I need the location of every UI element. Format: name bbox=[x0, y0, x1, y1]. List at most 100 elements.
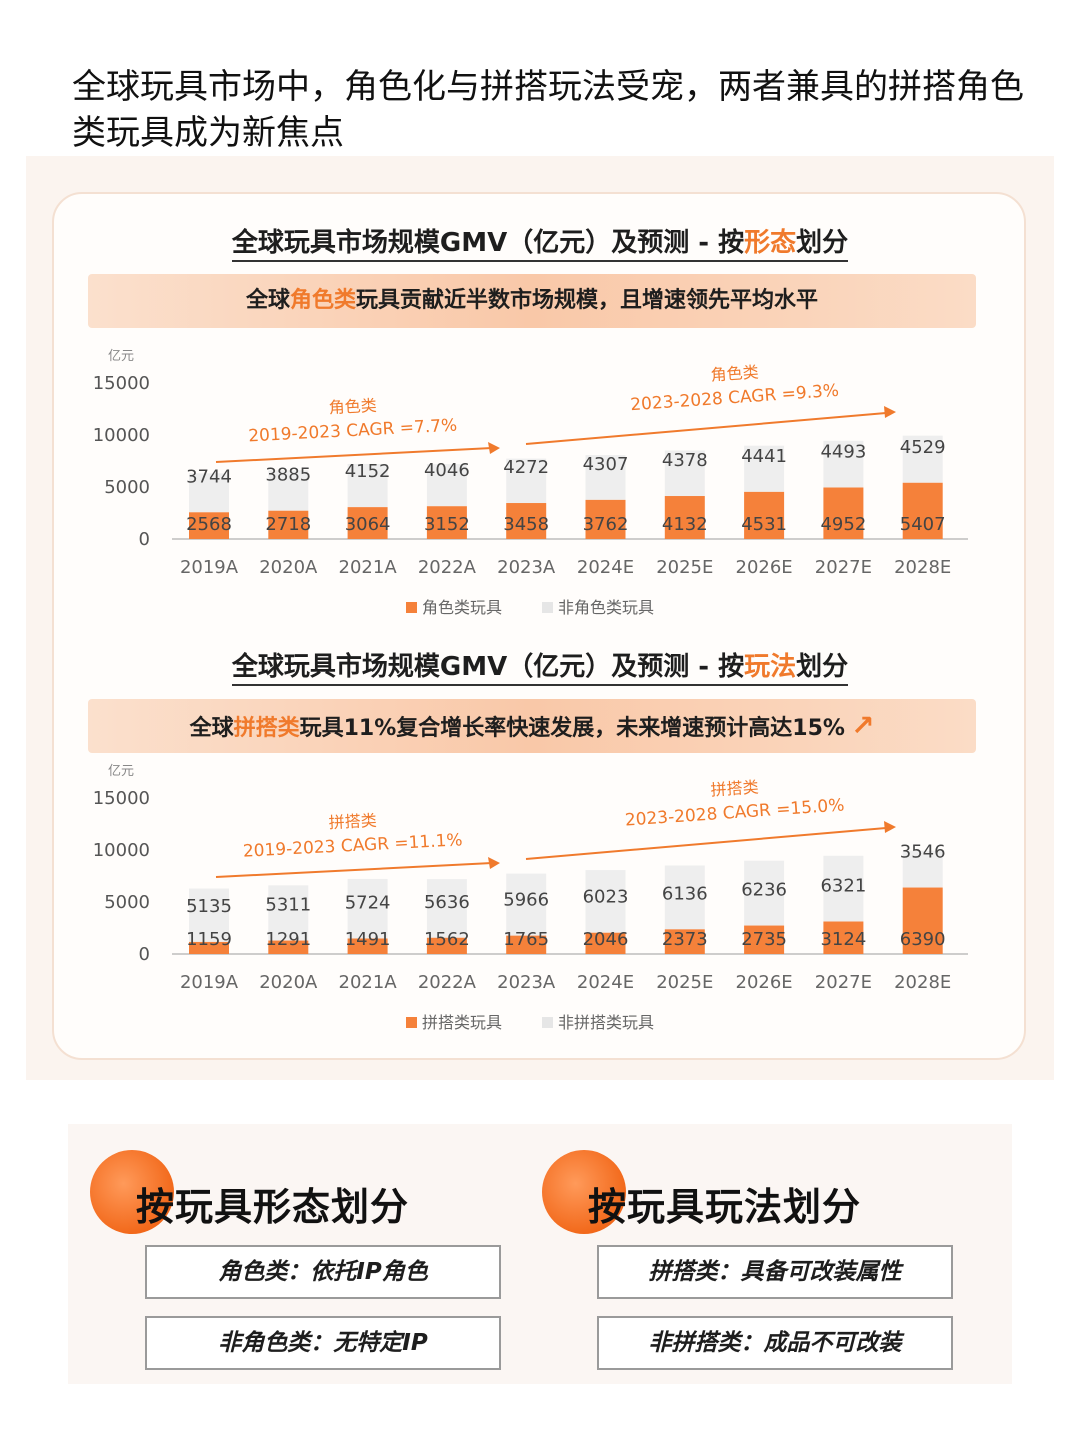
legend-label: 角色类玩具 bbox=[422, 598, 502, 617]
legend-swatch-secondary bbox=[542, 1017, 553, 1028]
category-item: 非拼搭类：成品不可改装 bbox=[597, 1316, 953, 1370]
legend-label: 拼搭类玩具 bbox=[422, 1013, 502, 1032]
data-label-primary: 1562 bbox=[424, 929, 470, 950]
banner-suffix: 玩具11%复合增长率快速发展，未来增速预计高达15% bbox=[299, 716, 845, 741]
bar-segment-primary bbox=[823, 921, 864, 954]
x-tick-label: 2028E bbox=[894, 972, 951, 993]
data-label-primary: 2568 bbox=[186, 514, 232, 535]
bar-segment-primary bbox=[268, 940, 309, 954]
category-title: 按玩具形态划分 bbox=[136, 1185, 410, 1229]
bar-segment-primary bbox=[744, 491, 785, 539]
bar-segment-primary bbox=[426, 937, 467, 954]
data-label-secondary: 3546 bbox=[900, 842, 946, 863]
data-label-primary: 1765 bbox=[503, 929, 549, 950]
data-label-secondary: 4046 bbox=[424, 460, 470, 481]
legend-label: 非拼搭类玩具 bbox=[558, 1013, 654, 1032]
y-tick-label: 5000 bbox=[104, 892, 150, 913]
data-label-primary: 4952 bbox=[820, 514, 866, 535]
data-label-secondary: 5311 bbox=[265, 895, 311, 916]
data-label-primary: 4132 bbox=[662, 514, 708, 535]
bar-segment-secondary bbox=[744, 860, 785, 926]
bar-segment-secondary bbox=[268, 470, 309, 511]
category-title: 按玩具玩法划分 bbox=[588, 1185, 862, 1229]
bar-segment-primary bbox=[744, 925, 785, 954]
x-tick-label: 2023A bbox=[497, 557, 556, 578]
arrow-head-icon bbox=[488, 442, 500, 454]
data-label-secondary: 5724 bbox=[345, 892, 391, 913]
chart-title-prefix: 全球玩具市场规模GMV（亿元）及预测 - 按 bbox=[231, 652, 745, 682]
banner-highlight: 角色类 bbox=[289, 288, 356, 313]
data-label-secondary: 4529 bbox=[900, 437, 946, 458]
chart-title-highlight: 玩法 bbox=[744, 652, 797, 682]
y-unit-label: 亿元 bbox=[108, 349, 134, 364]
chart-banner-form: 全球角色类玩具贡献近半数市场规模，且增速领先平均水平 bbox=[88, 274, 976, 328]
bar-segment-secondary bbox=[664, 450, 705, 497]
bar-segment-secondary bbox=[347, 463, 388, 508]
data-label-secondary: 6236 bbox=[741, 880, 787, 901]
x-tick-label: 2026E bbox=[736, 557, 793, 578]
legend-swatch-primary bbox=[406, 1017, 417, 1028]
bar-segment-secondary bbox=[902, 435, 943, 483]
cagr-label-text: 2023-2028 CAGR =15.0% bbox=[624, 795, 845, 830]
arrow-head-icon bbox=[884, 821, 896, 833]
data-label-secondary: 3885 bbox=[265, 465, 311, 486]
bar-segment-primary bbox=[268, 510, 309, 539]
bar-segment-primary bbox=[664, 929, 705, 954]
x-tick-label: 2026E bbox=[736, 972, 793, 993]
y-unit-label: 亿元 bbox=[108, 764, 134, 779]
x-tick-label: 2019A bbox=[180, 972, 239, 993]
banner-suffix: 玩具贡献近半数市场规模，且增速领先平均水平 bbox=[356, 288, 819, 313]
bar-segment-primary bbox=[426, 506, 467, 539]
data-label-secondary: 4493 bbox=[820, 441, 866, 462]
cagr-label-name: 拼搭类 bbox=[328, 811, 377, 832]
data-label-secondary: 5135 bbox=[186, 896, 232, 917]
data-label-secondary: 4272 bbox=[503, 457, 549, 478]
bar-segment-secondary bbox=[426, 464, 467, 507]
category-group-play: 按玩具玩法划分 bbox=[542, 1150, 942, 1240]
bar-segment-secondary bbox=[506, 458, 547, 504]
x-tick-label: 2025E bbox=[656, 557, 713, 578]
x-tick-label: 2024E bbox=[577, 557, 634, 578]
x-tick-label: 2021A bbox=[339, 972, 398, 993]
chart-title-suffix: 划分 bbox=[796, 228, 849, 258]
banner-highlight: 拼搭类 bbox=[233, 716, 300, 741]
data-label-secondary: 5966 bbox=[503, 890, 549, 911]
bar-segment-secondary bbox=[189, 888, 229, 942]
data-label-primary: 2373 bbox=[662, 929, 708, 950]
orange-circle-icon bbox=[90, 1150, 174, 1234]
category-item: 非角色类：无特定IP bbox=[145, 1316, 501, 1370]
bar-segment-primary bbox=[506, 935, 547, 954]
data-label-primary: 3458 bbox=[503, 514, 549, 535]
data-label-secondary: 4441 bbox=[741, 446, 787, 467]
cagr-label-name: 角色类 bbox=[710, 362, 759, 384]
y-tick-label: 0 bbox=[139, 529, 150, 550]
y-tick-label: 15000 bbox=[93, 788, 150, 809]
chart-title-form: 全球玩具市场规模GMV（亿元）及预测 - 按形态划分 bbox=[0, 222, 1080, 262]
category-group-form: 按玩具形态划分 bbox=[90, 1150, 490, 1240]
bar-segment-primary bbox=[189, 512, 229, 539]
data-label-secondary: 4152 bbox=[345, 461, 391, 482]
chart-title-highlight: 形态 bbox=[744, 228, 797, 258]
y-tick-label: 0 bbox=[139, 944, 150, 965]
data-label-primary: 1491 bbox=[345, 929, 391, 950]
x-tick-label: 2023A bbox=[497, 972, 556, 993]
headline: 全球玩具市场中，角色化与拼搭玩法受宠，两者兼具的拼搭角色类玩具成为新焦点 bbox=[72, 67, 1024, 153]
bar-segment-secondary bbox=[268, 885, 309, 941]
chart-banner-play: 全球拼搭类玩具11%复合增长率快速发展，未来增速预计高达15% ↗ bbox=[88, 699, 976, 753]
data-label-primary: 3762 bbox=[583, 514, 629, 535]
bar-segment-secondary bbox=[585, 870, 626, 933]
data-label-secondary: 6136 bbox=[662, 883, 708, 904]
x-tick-label: 2022A bbox=[418, 972, 477, 993]
x-tick-label: 2027E bbox=[815, 557, 872, 578]
category-item: 拼搭类：具备可改装属性 bbox=[597, 1245, 953, 1299]
chart-title-prefix: 全球玩具市场规模GMV（亿元）及预测 - 按 bbox=[231, 228, 745, 258]
legend-swatch-primary bbox=[406, 602, 417, 613]
bar-segment-secondary bbox=[506, 873, 547, 936]
bar-segment-primary bbox=[902, 887, 943, 954]
bar-segment-secondary bbox=[823, 440, 864, 488]
x-tick-label: 2019A bbox=[180, 557, 239, 578]
banner-prefix: 全球 bbox=[245, 288, 290, 313]
data-label-secondary: 5636 bbox=[424, 892, 470, 913]
chart-title-play: 全球玩具市场规模GMV（亿元）及预测 - 按玩法划分 bbox=[0, 646, 1080, 686]
data-label-primary: 6390 bbox=[900, 929, 946, 950]
